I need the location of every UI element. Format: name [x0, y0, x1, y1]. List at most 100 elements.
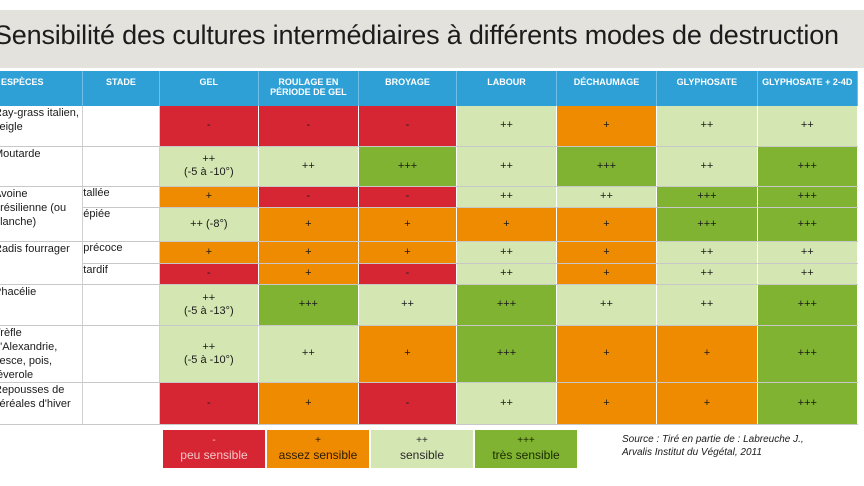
sensitivity-cell: + [358, 241, 458, 264]
table-row: épiée ++ (-8°) + + + + +++ +++ [0, 207, 859, 242]
sensitivity-cell: +++ [757, 207, 859, 242]
sensitivity-cell: - [258, 106, 359, 147]
table-row: Avoine brésilienne (ou blanche)tallée+--… [0, 186, 859, 242]
sensitivity-cell: +++ [757, 186, 859, 208]
table-row: Phacélie++(-5 à -13°)+++++++++++++++ [0, 284, 859, 326]
species-name: Radis fourrager [0, 241, 84, 285]
sensitivity-cell: + [556, 106, 658, 147]
legend-label: sensible [399, 448, 445, 462]
species-name: Repousses de céréales d'hiver [0, 382, 84, 425]
stage-label: précoce [82, 241, 160, 264]
sensitivity-cell: + [159, 186, 260, 208]
sensitivity-cell: + [456, 207, 557, 242]
header-especes: ESPÈCES [0, 71, 84, 106]
sensitivity-cell: +++ [456, 284, 557, 326]
stage-label: épiée [82, 207, 160, 242]
sensitivity-cell: + [556, 263, 658, 285]
sensitivity-cell: ++ (-5 à -10°) [159, 325, 260, 383]
legend-item: + assez sensible [267, 430, 371, 468]
species-name: Moutarde [0, 146, 84, 187]
species-name: Phacélie [0, 284, 84, 326]
sensitivity-cell: - [358, 263, 458, 285]
species-name: Trèfle d'Alexandrie, vesce, pois, févero… [0, 325, 84, 383]
header-labour: LABOUR [456, 71, 557, 106]
sensitivity-cell: - [159, 382, 260, 425]
sensitivity-cell: + [656, 325, 758, 383]
table-header-row: ESPÈCES STADE GEL ROULAGE EN PÉRIODE DE … [0, 71, 859, 106]
sensitivity-cell: +++ [656, 186, 758, 208]
title-bar [0, 10, 864, 68]
sensitivity-cell: ++ [456, 186, 557, 208]
table-row: Trèfle d'Alexandrie, vesce, pois, févero… [0, 325, 859, 383]
sensitivity-cell: ++ [456, 241, 557, 264]
sensitivity-cell: + [358, 207, 458, 242]
header-gel: GEL [159, 71, 260, 106]
sensitivity-cell: - [358, 106, 458, 147]
sensitivity-cell: + [258, 207, 359, 242]
legend-label: assez sensible [278, 448, 358, 462]
legend-symbol: - [212, 435, 216, 446]
sensitivity-cell: ++ [556, 186, 658, 208]
sensitivity-cell: + [556, 382, 658, 425]
sensitivity-table: ESPÈCES STADE GEL ROULAGE EN PÉRIODE DE … [0, 71, 859, 425]
sensitivity-cell: + [358, 325, 458, 383]
legend-symbol: ++ [416, 435, 428, 446]
source-line-1: Source : Tiré en partie de : Labreuche J… [622, 434, 804, 445]
sensitivity-cell: ++ [456, 382, 557, 425]
stage-label [82, 382, 160, 425]
legend-label: peu sensible [180, 448, 248, 462]
sensitivity-cell: ++ [456, 146, 557, 187]
stage-label [82, 106, 160, 147]
sensitivity-cell: ++ [656, 263, 758, 285]
sensitivity-cell: ++ [757, 263, 859, 285]
page-title: Sensibilité des cultures intermédiaires … [0, 20, 839, 50]
sensitivity-cell: ++ (-5 à -10°) [159, 146, 260, 187]
species-name: Avoine brésilienne (ou blanche) [0, 186, 84, 242]
sensitivity-cell: ++ [258, 146, 359, 187]
sensitivity-cell: +++ [456, 325, 557, 383]
sensitivity-cell: +++ [757, 146, 859, 187]
sensitivity-cell: ++ [358, 284, 458, 326]
sensitivity-cell: ++ (-5 à -13°) [159, 284, 260, 326]
sensitivity-cell: +++ [258, 284, 359, 326]
sensitivity-cell: - [358, 382, 458, 425]
stage-label [82, 146, 160, 187]
sensitivity-cell: + [656, 382, 758, 425]
sensitivity-cell: ++ [656, 146, 758, 187]
legend-symbol: +++ [517, 435, 535, 446]
header-glyphosate-24d: GLYPHOSATE + 2-4D [757, 71, 859, 106]
sensitivity-cell: + [556, 241, 658, 264]
header-dechaumage: DÉCHAUMAGE [556, 71, 658, 106]
source-line-2: Arvalis Institut du Végétal, 2011 [622, 447, 762, 458]
sensitivity-cell: +++ [757, 284, 859, 326]
legend: - peu sensible + assez sensible ++ sensible ++… [163, 430, 579, 468]
header-glyphosate: GLYPHOSATE [656, 71, 758, 106]
table-row: Moutarde++(-5 à -10°)+++++++++++++++ [0, 146, 859, 187]
sensitivity-cell: ++ [757, 106, 859, 147]
source-note: Source : Tiré en partie de : Labreuche J… [622, 433, 804, 459]
sensitivity-cell: +++ [358, 146, 458, 187]
legend-item: ++ sensible [371, 430, 475, 468]
sensitivity-cell: ++ (-8°) [159, 207, 260, 242]
header-broyage: BROYAGE [358, 71, 458, 106]
legend-symbol: + [315, 435, 321, 446]
legend-item: - peu sensible [163, 430, 267, 468]
sensitivity-cell: - [258, 186, 359, 208]
sensitivity-cell: - [159, 263, 260, 285]
sensitivity-cell: ++ [456, 106, 557, 147]
sensitivity-cell: - [159, 106, 260, 147]
sensitivity-cell: + [258, 263, 359, 285]
sensitivity-cell: ++ [258, 325, 359, 383]
sensitivity-cell: ++ [656, 106, 758, 147]
sensitivity-cell: ++ [456, 263, 557, 285]
sensitivity-cell: +++ [656, 207, 758, 242]
sensitivity-cell: + [258, 382, 359, 425]
sensitivity-cell: - [358, 186, 458, 208]
sensitivity-cell: ++ [656, 284, 758, 326]
stage-label: tallée [82, 186, 160, 208]
stage-label [82, 325, 160, 383]
table-row: Repousses de céréales d'hiver - + - ++ + + +++ [0, 382, 859, 425]
stage-label [82, 284, 160, 326]
table-row: Radis fourrager précoce + + + ++ + ++ ++ [0, 241, 859, 285]
header-stade: STADE [82, 71, 160, 106]
